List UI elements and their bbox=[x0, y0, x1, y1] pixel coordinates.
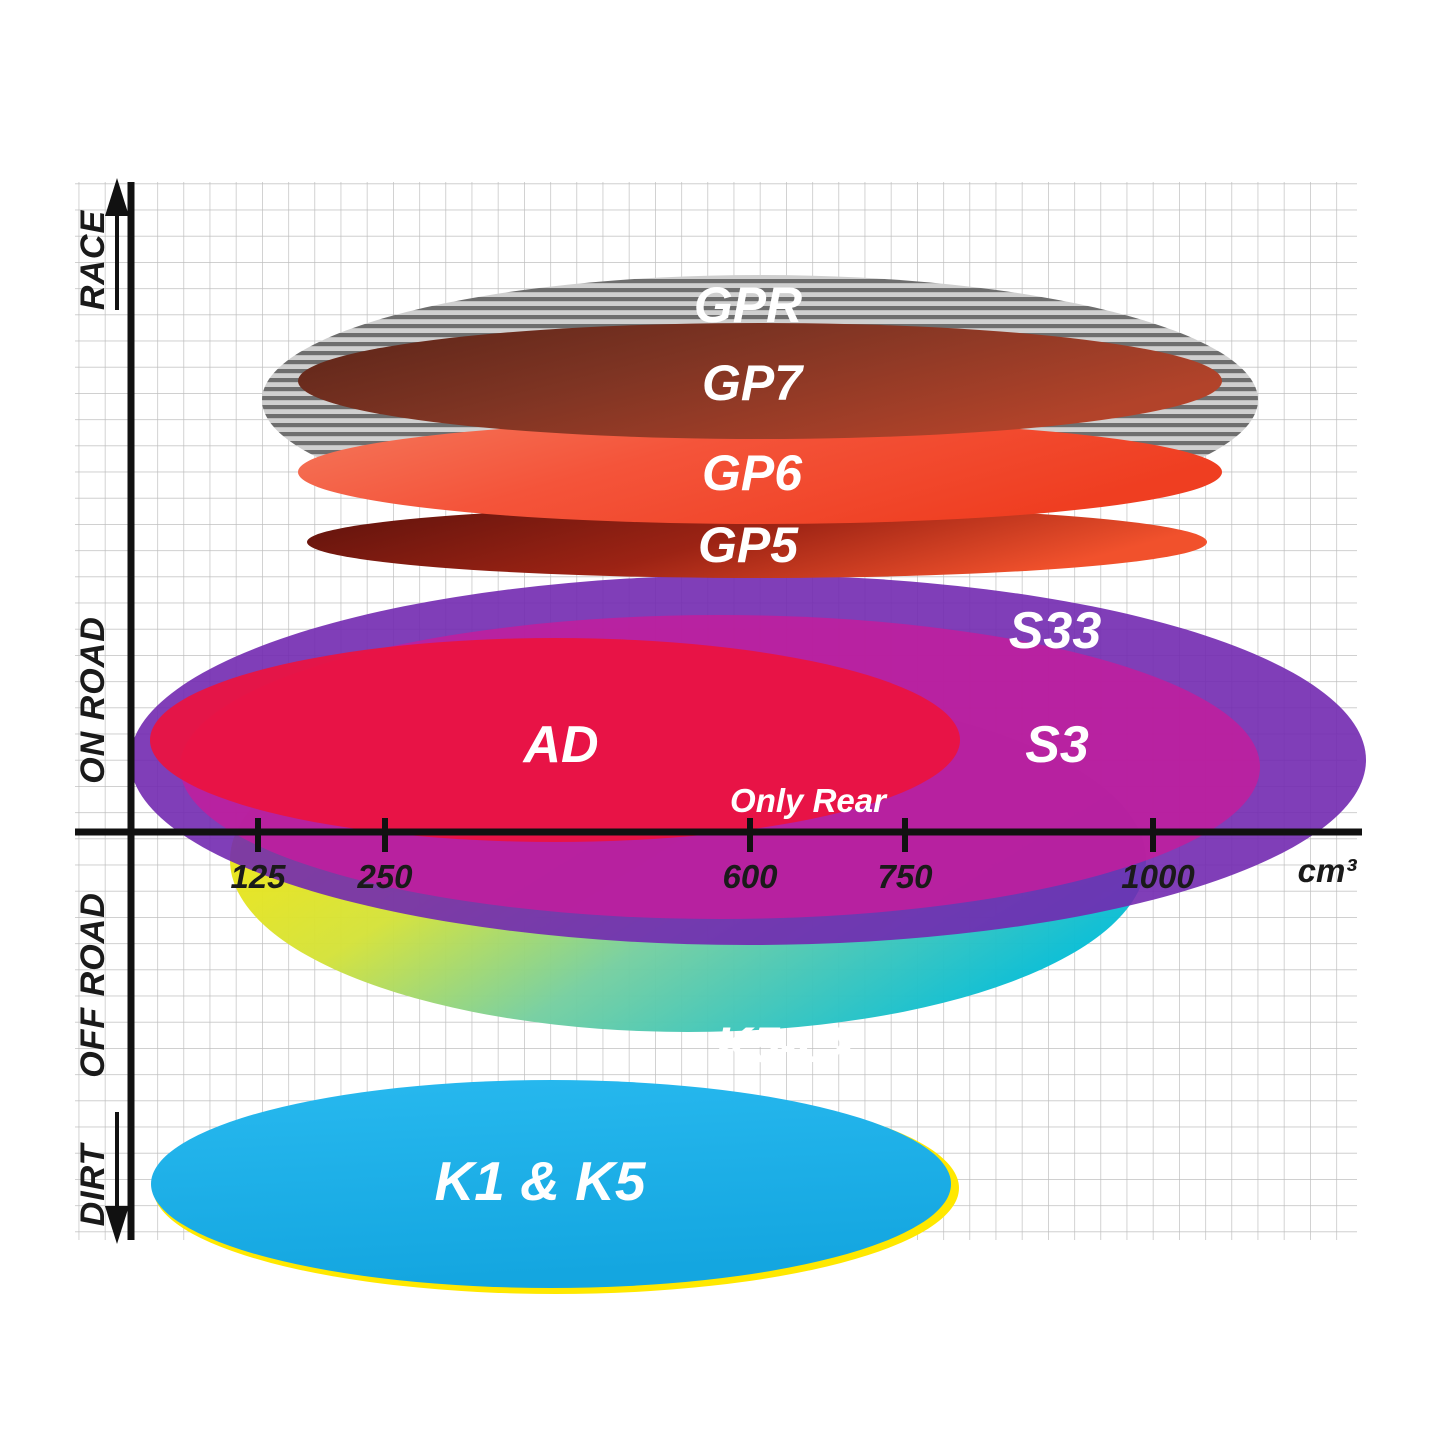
bubble-label-gp7: GP7 bbox=[702, 355, 804, 411]
bubble-label-gp6: GP6 bbox=[702, 445, 803, 501]
bubble-gp7-shape bbox=[298, 323, 1222, 439]
bubble-label-k1-k5: K1 & K5 bbox=[435, 1150, 647, 1212]
x-axis-unit-label: cm³ bbox=[1298, 852, 1358, 889]
y-label-on-road: ON ROAD bbox=[74, 616, 112, 784]
bubble-label-s33: S33 bbox=[1009, 602, 1102, 660]
annotation-only-rear: Only Rear bbox=[730, 782, 888, 819]
dirt-direction-arrow bbox=[105, 1112, 129, 1244]
bubble-label-ad: AD bbox=[521, 716, 598, 774]
bubble-label-s3: S3 bbox=[1025, 716, 1089, 774]
tick-label-125: 125 bbox=[230, 858, 286, 895]
y-label-dirt: DIRT bbox=[74, 1141, 112, 1226]
bubble-gp5[interactable] bbox=[307, 506, 1207, 578]
bubble-gp5-shape bbox=[307, 506, 1207, 578]
tick-label-750: 750 bbox=[877, 858, 933, 895]
bubble-label-gpr: GPR bbox=[694, 277, 802, 333]
tick-label-1000: 1000 bbox=[1121, 858, 1195, 895]
bubble-ad[interactable] bbox=[150, 638, 960, 842]
race-direction-arrow bbox=[105, 178, 129, 310]
bubble-gp7[interactable] bbox=[298, 323, 1222, 439]
bubble-label-k5-lx: K5-LX bbox=[716, 1017, 863, 1073]
y-label-race: RACE bbox=[74, 210, 112, 311]
x-axis-ticks bbox=[255, 818, 1156, 852]
bubble-gp6-shape bbox=[298, 420, 1222, 524]
bubble-k1-k5-shape bbox=[151, 1080, 951, 1288]
bubble-label-gp5: GP5 bbox=[698, 517, 799, 573]
bubble-k1-k5[interactable] bbox=[151, 1080, 959, 1294]
tick-label-250: 250 bbox=[356, 858, 413, 895]
y-label-off-road: OFF ROAD bbox=[74, 892, 112, 1078]
bubble-ad-shape bbox=[150, 638, 960, 842]
tick-label-600: 600 bbox=[722, 858, 778, 895]
bubble-gp6[interactable] bbox=[298, 420, 1222, 524]
